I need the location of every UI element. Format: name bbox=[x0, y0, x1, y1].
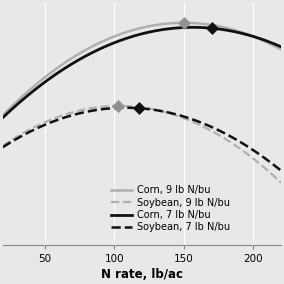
Soybean, 7 lb N/bu bbox=[50, 120, 54, 124]
Corn, 9 lb N/bu bbox=[73, 55, 76, 58]
Soybean, 7 lb N/bu bbox=[187, 116, 191, 120]
Line: Corn, 7 lb N/bu: Corn, 7 lb N/bu bbox=[3, 27, 281, 118]
Soybean, 9 lb N/bu bbox=[118, 104, 121, 108]
Corn, 9 lb N/bu bbox=[50, 70, 54, 74]
Corn, 9 lb N/bu bbox=[127, 30, 130, 33]
Corn, 7 lb N/bu bbox=[191, 26, 195, 29]
Soybean, 7 lb N/bu bbox=[211, 126, 215, 129]
Corn, 7 lb N/bu bbox=[165, 27, 169, 31]
Soybean, 7 lb N/bu bbox=[73, 113, 76, 116]
Corn, 9 lb N/bu bbox=[1, 114, 5, 117]
Corn, 9 lb N/bu bbox=[165, 22, 169, 25]
Corn, 7 lb N/bu bbox=[1, 116, 5, 119]
Line: Corn, 9 lb N/bu: Corn, 9 lb N/bu bbox=[3, 23, 281, 115]
Soybean, 9 lb N/bu bbox=[1, 144, 5, 147]
Soybean, 9 lb N/bu bbox=[279, 181, 283, 185]
Corn, 9 lb N/bu bbox=[279, 48, 283, 51]
Line: Soybean, 7 lb N/bu: Soybean, 7 lb N/bu bbox=[3, 108, 281, 171]
Corn, 7 lb N/bu bbox=[279, 45, 283, 49]
Corn, 9 lb N/bu bbox=[182, 21, 185, 24]
Corn, 9 lb N/bu bbox=[211, 24, 215, 27]
Corn, 7 lb N/bu bbox=[211, 27, 215, 30]
Corn, 7 lb N/bu bbox=[50, 75, 54, 79]
Soybean, 9 lb N/bu bbox=[211, 130, 215, 133]
Corn, 7 lb N/bu bbox=[127, 36, 130, 39]
Corn, 9 lb N/bu bbox=[187, 21, 191, 25]
Soybean, 7 lb N/bu bbox=[1, 145, 5, 149]
Corn, 7 lb N/bu bbox=[187, 26, 190, 29]
Line: Soybean, 9 lb N/bu: Soybean, 9 lb N/bu bbox=[3, 106, 281, 183]
Soybean, 7 lb N/bu bbox=[166, 110, 169, 114]
Soybean, 7 lb N/bu bbox=[124, 106, 128, 109]
Soybean, 9 lb N/bu bbox=[166, 111, 169, 114]
Corn, 7 lb N/bu bbox=[73, 61, 76, 64]
Soybean, 9 lb N/bu bbox=[73, 110, 76, 114]
Soybean, 9 lb N/bu bbox=[128, 105, 131, 108]
Soybean, 7 lb N/bu bbox=[279, 169, 283, 172]
X-axis label: N rate, lb/ac: N rate, lb/ac bbox=[101, 268, 183, 281]
Soybean, 7 lb N/bu bbox=[128, 106, 131, 110]
Legend: Corn, 9 lb N/bu, Soybean, 9 lb N/bu, Corn, 7 lb N/bu, Soybean, 7 lb N/bu: Corn, 9 lb N/bu, Soybean, 9 lb N/bu, Cor… bbox=[108, 182, 233, 235]
Soybean, 9 lb N/bu bbox=[187, 118, 191, 122]
Soybean, 9 lb N/bu bbox=[50, 118, 54, 121]
